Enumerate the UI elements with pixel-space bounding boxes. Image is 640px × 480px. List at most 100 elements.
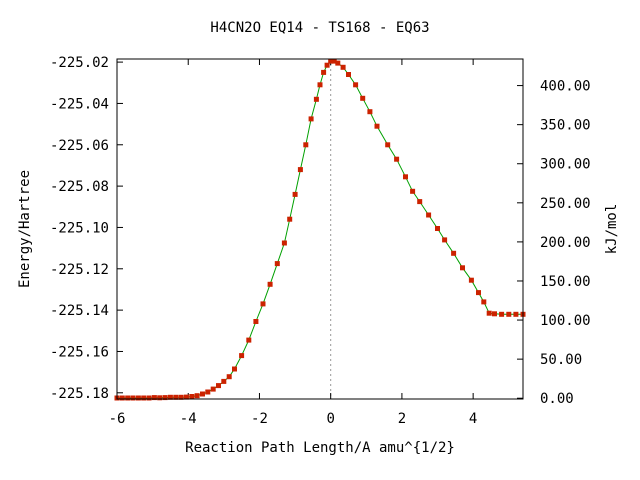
data-point [335,60,341,66]
data-point [313,96,319,102]
data-point [353,82,359,88]
data-point [367,109,373,115]
data-point [287,216,293,222]
data-point [410,188,416,194]
energy-curve [117,60,523,399]
y-tick-label: -225.06 [50,138,109,154]
data-point [328,58,334,64]
y-tick-label: -225.16 [50,344,109,360]
data-point [374,123,380,129]
x-axis-label: Reaction Path Length/A amu^{1/2} [185,440,455,456]
data-point [141,395,147,401]
data-point [476,290,481,296]
data-point [360,95,366,101]
data-point [200,391,205,397]
left-axis-ticks: -225.02 -225.04 -225.06 -225.08 -225.10 -225.… [50,55,123,402]
data-point [135,395,141,401]
data-point [260,301,266,307]
data-point [226,374,232,380]
data-point [324,62,330,68]
y-axis-label: Energy/Hartree [17,170,33,288]
data-point [130,395,136,401]
y2-tick-label: 200.00 [540,235,591,251]
data-point [426,212,432,218]
y-tick-label: -225.18 [50,386,109,402]
data-point [385,142,391,148]
data-point [340,64,346,70]
x-tick-label: 0 [326,411,334,427]
data-point [303,142,309,148]
data-point [146,395,152,401]
x-tick-label: -2 [251,411,268,427]
y2-tick-label: 150.00 [540,274,591,290]
data-point [331,58,337,64]
data-point [253,319,259,324]
data-point [194,393,200,399]
data-point [189,394,195,399]
data-point [167,394,173,400]
chart-title: H4CN2O EQ14 - TS168 - EQ63 [210,20,429,36]
y-tick-label: -225.02 [50,55,109,71]
data-point [216,383,221,389]
data-point [435,226,440,231]
data-point [274,261,280,267]
data-point [499,311,505,317]
data-point [451,250,457,256]
right-axis-label: kJ/mol [604,204,620,255]
data-point [492,311,497,317]
data-point [183,394,189,400]
y2-tick-label: 350.00 [540,118,591,134]
y2-tick-label: 0.00 [540,391,574,407]
y2-tick-label: 300.00 [540,157,591,173]
data-point [221,378,227,384]
data-point [178,394,184,400]
right-axis-ticks: 0.00 50.00 100.00 150.00 200.00 250.00 300.00 3… [517,79,591,407]
y-tick-label: -225.04 [50,96,109,112]
y2-tick-label: 400.00 [540,79,591,95]
data-point [321,69,327,75]
data-point [173,394,179,400]
bottom-axis-ticks: -6 -4 -2 0 2 4 [109,59,477,427]
x-tick-label: -6 [109,411,126,427]
y2-tick-label: 250.00 [540,196,591,212]
data-point [232,366,237,372]
data-point [157,395,163,401]
data-point [119,395,125,401]
data-point [281,240,287,246]
y-tick-label: -225.14 [50,303,109,319]
data-point [486,310,492,316]
plot-frame [116,58,524,400]
data-point [125,395,131,401]
data-point [468,277,474,283]
data-point [506,311,512,317]
data-point [403,174,408,180]
x-tick-label: -4 [180,411,197,427]
y-tick-label: -225.08 [50,179,109,195]
data-point [460,265,465,271]
y-tick-label: -225.12 [50,262,109,278]
data-point [394,156,400,162]
data-point [346,72,351,77]
data-point [292,191,298,197]
data-point [417,199,423,205]
y2-tick-label: 100.00 [540,313,591,329]
y-tick-label: -225.10 [50,220,109,236]
data-point [481,299,487,305]
x-tick-label: 2 [398,411,406,427]
data-point [239,353,245,359]
data-point [267,281,273,287]
data-point [210,386,216,392]
data-point [442,237,448,243]
data-point [162,395,168,401]
data-point [317,82,323,88]
data-point-markers [114,58,526,401]
data-point [308,116,314,122]
x-tick-label: 4 [469,411,477,427]
data-point [246,337,252,343]
data-point [205,389,211,395]
y2-tick-label: 50.00 [540,352,582,368]
data-point [297,167,303,173]
data-point [513,311,519,317]
